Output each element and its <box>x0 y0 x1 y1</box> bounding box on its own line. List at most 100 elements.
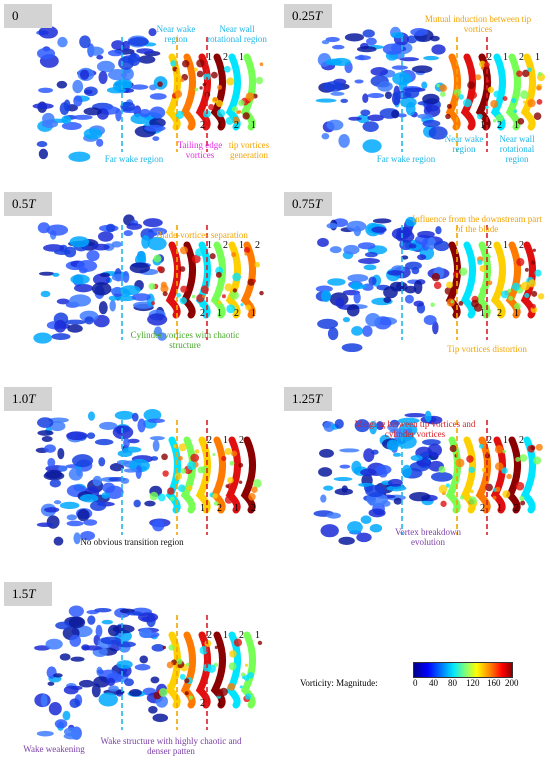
vortex-blob <box>47 457 56 468</box>
vortex-blob <box>87 46 104 56</box>
blade-number: 2 <box>234 308 239 319</box>
vortex-blob <box>40 290 51 298</box>
tip-vortex-band <box>210 631 226 709</box>
tip-vortex-band <box>520 53 536 131</box>
blade-number: 1 <box>207 52 212 63</box>
vorticity-fleck <box>533 112 542 121</box>
vortex-blob <box>83 107 102 116</box>
vortex-blob <box>36 141 48 148</box>
vortex-blob <box>320 524 339 538</box>
vortex-blob <box>133 499 141 508</box>
vorticity-fleck <box>467 81 475 90</box>
tip-vortex-band <box>180 631 196 709</box>
tip-vortex-band <box>225 53 241 131</box>
blade-number: 1 <box>251 308 256 319</box>
vorticity-fleck <box>202 295 206 299</box>
blade-number: 2 <box>487 240 492 251</box>
vortex-blob <box>375 464 392 475</box>
vorticity-fleck <box>487 280 493 286</box>
vortex-blob <box>391 65 408 70</box>
vortex-blob <box>384 91 392 100</box>
vortex-blob <box>383 286 398 299</box>
flow-annotation: Near wake region <box>156 24 196 44</box>
vortex-blob <box>362 93 369 104</box>
vorticity-fleck <box>471 299 479 308</box>
vorticity-fleck <box>216 109 226 118</box>
blade-number: 1 <box>497 503 502 514</box>
vortex-blob <box>74 283 93 293</box>
flow-annotation: Mutual induction between tip vortices <box>424 14 532 34</box>
vorticity-fleck <box>515 456 521 462</box>
vortex-blob <box>432 321 439 335</box>
vorticity-fleck <box>531 290 538 297</box>
flow-annotation: Cylinder vortices with chaotic structure <box>130 330 240 350</box>
vorticity-fleck <box>527 98 536 108</box>
vortex-blob <box>427 443 442 457</box>
blade-number: 2 <box>487 435 492 446</box>
vortex-blob <box>405 87 420 99</box>
vorticity-fleck <box>439 84 448 92</box>
time-label: 0.25T <box>284 4 332 28</box>
tip-vortex-band <box>520 436 536 514</box>
vortex-blob <box>330 91 345 96</box>
time-period-symbol: T <box>314 8 322 23</box>
vorticity-isosurface-image <box>315 216 545 353</box>
vorticity-fleck <box>446 103 452 109</box>
flow-annotation: Vortex breakdown evolution <box>394 527 462 547</box>
vorticity-fleck <box>240 672 246 677</box>
snapshot-panel: 0.75T Influence from the downstream part … <box>282 190 547 370</box>
blade-number: 1 <box>503 52 508 63</box>
vorticity-fleck <box>430 302 435 308</box>
time-value: 1.0 <box>12 391 29 406</box>
vortex-blob <box>363 264 377 271</box>
colorbar-tick: 120 <box>466 678 480 688</box>
colorbar-tick: 0 <box>413 678 418 688</box>
blade-number: 2 <box>239 630 244 641</box>
flow-annotation: Influence from the downstream part of th… <box>412 214 542 234</box>
vortex-blob <box>126 223 143 230</box>
vortex-blob <box>323 421 335 432</box>
vorticity-fleck <box>469 91 478 99</box>
vortex-blob <box>111 273 128 282</box>
vortex-blob <box>333 476 353 482</box>
vortex-blob <box>143 408 162 422</box>
vorticity-fleck <box>151 301 155 306</box>
vorticity-fleck <box>202 110 211 118</box>
vortex-blob <box>122 446 142 453</box>
blade-number: 2 <box>200 698 205 709</box>
vortex-blob <box>348 116 362 121</box>
vortex-blob <box>127 438 140 444</box>
vorticity-fleck <box>199 300 207 308</box>
vorticity-fleck <box>242 112 250 120</box>
vorticity-fleck <box>187 461 197 471</box>
vorticity-fleck <box>469 450 474 454</box>
vorticity-fleck <box>170 60 177 67</box>
snapshot-panel: 1.0T No obvious transition region 2 1 2 1 2 1 2 <box>2 385 267 565</box>
vorticity-fleck <box>179 266 186 272</box>
vorticity-fleck <box>445 113 451 120</box>
vortex-blob <box>339 448 360 453</box>
vorticity-fleck <box>157 266 163 272</box>
vorticity-fleck <box>243 247 251 254</box>
vorticity-fleck <box>450 300 454 304</box>
vortex-blob <box>366 37 377 46</box>
vorticity-fleck <box>501 467 508 474</box>
vortex-blob <box>109 462 124 472</box>
vorticity-fleck <box>245 304 252 311</box>
vortex-blob <box>116 641 136 648</box>
vortex-blob <box>332 44 345 50</box>
vorticity-fleck <box>203 73 211 81</box>
vortex-blob <box>55 621 72 630</box>
vorticity-fleck <box>212 452 216 456</box>
vortex-blob <box>405 216 417 227</box>
vorticity-fleck <box>536 85 542 91</box>
vorticity-fleck <box>494 445 504 454</box>
blade-number: 2 <box>251 503 256 514</box>
vortex-blob <box>404 294 414 304</box>
vorticity-isosurface-image <box>35 408 262 546</box>
vortex-blob <box>341 343 363 353</box>
vorticity-fleck <box>530 445 536 451</box>
vortex-blob <box>417 254 427 261</box>
vortex-blob <box>326 119 344 131</box>
vorticity-fleck <box>224 495 233 504</box>
